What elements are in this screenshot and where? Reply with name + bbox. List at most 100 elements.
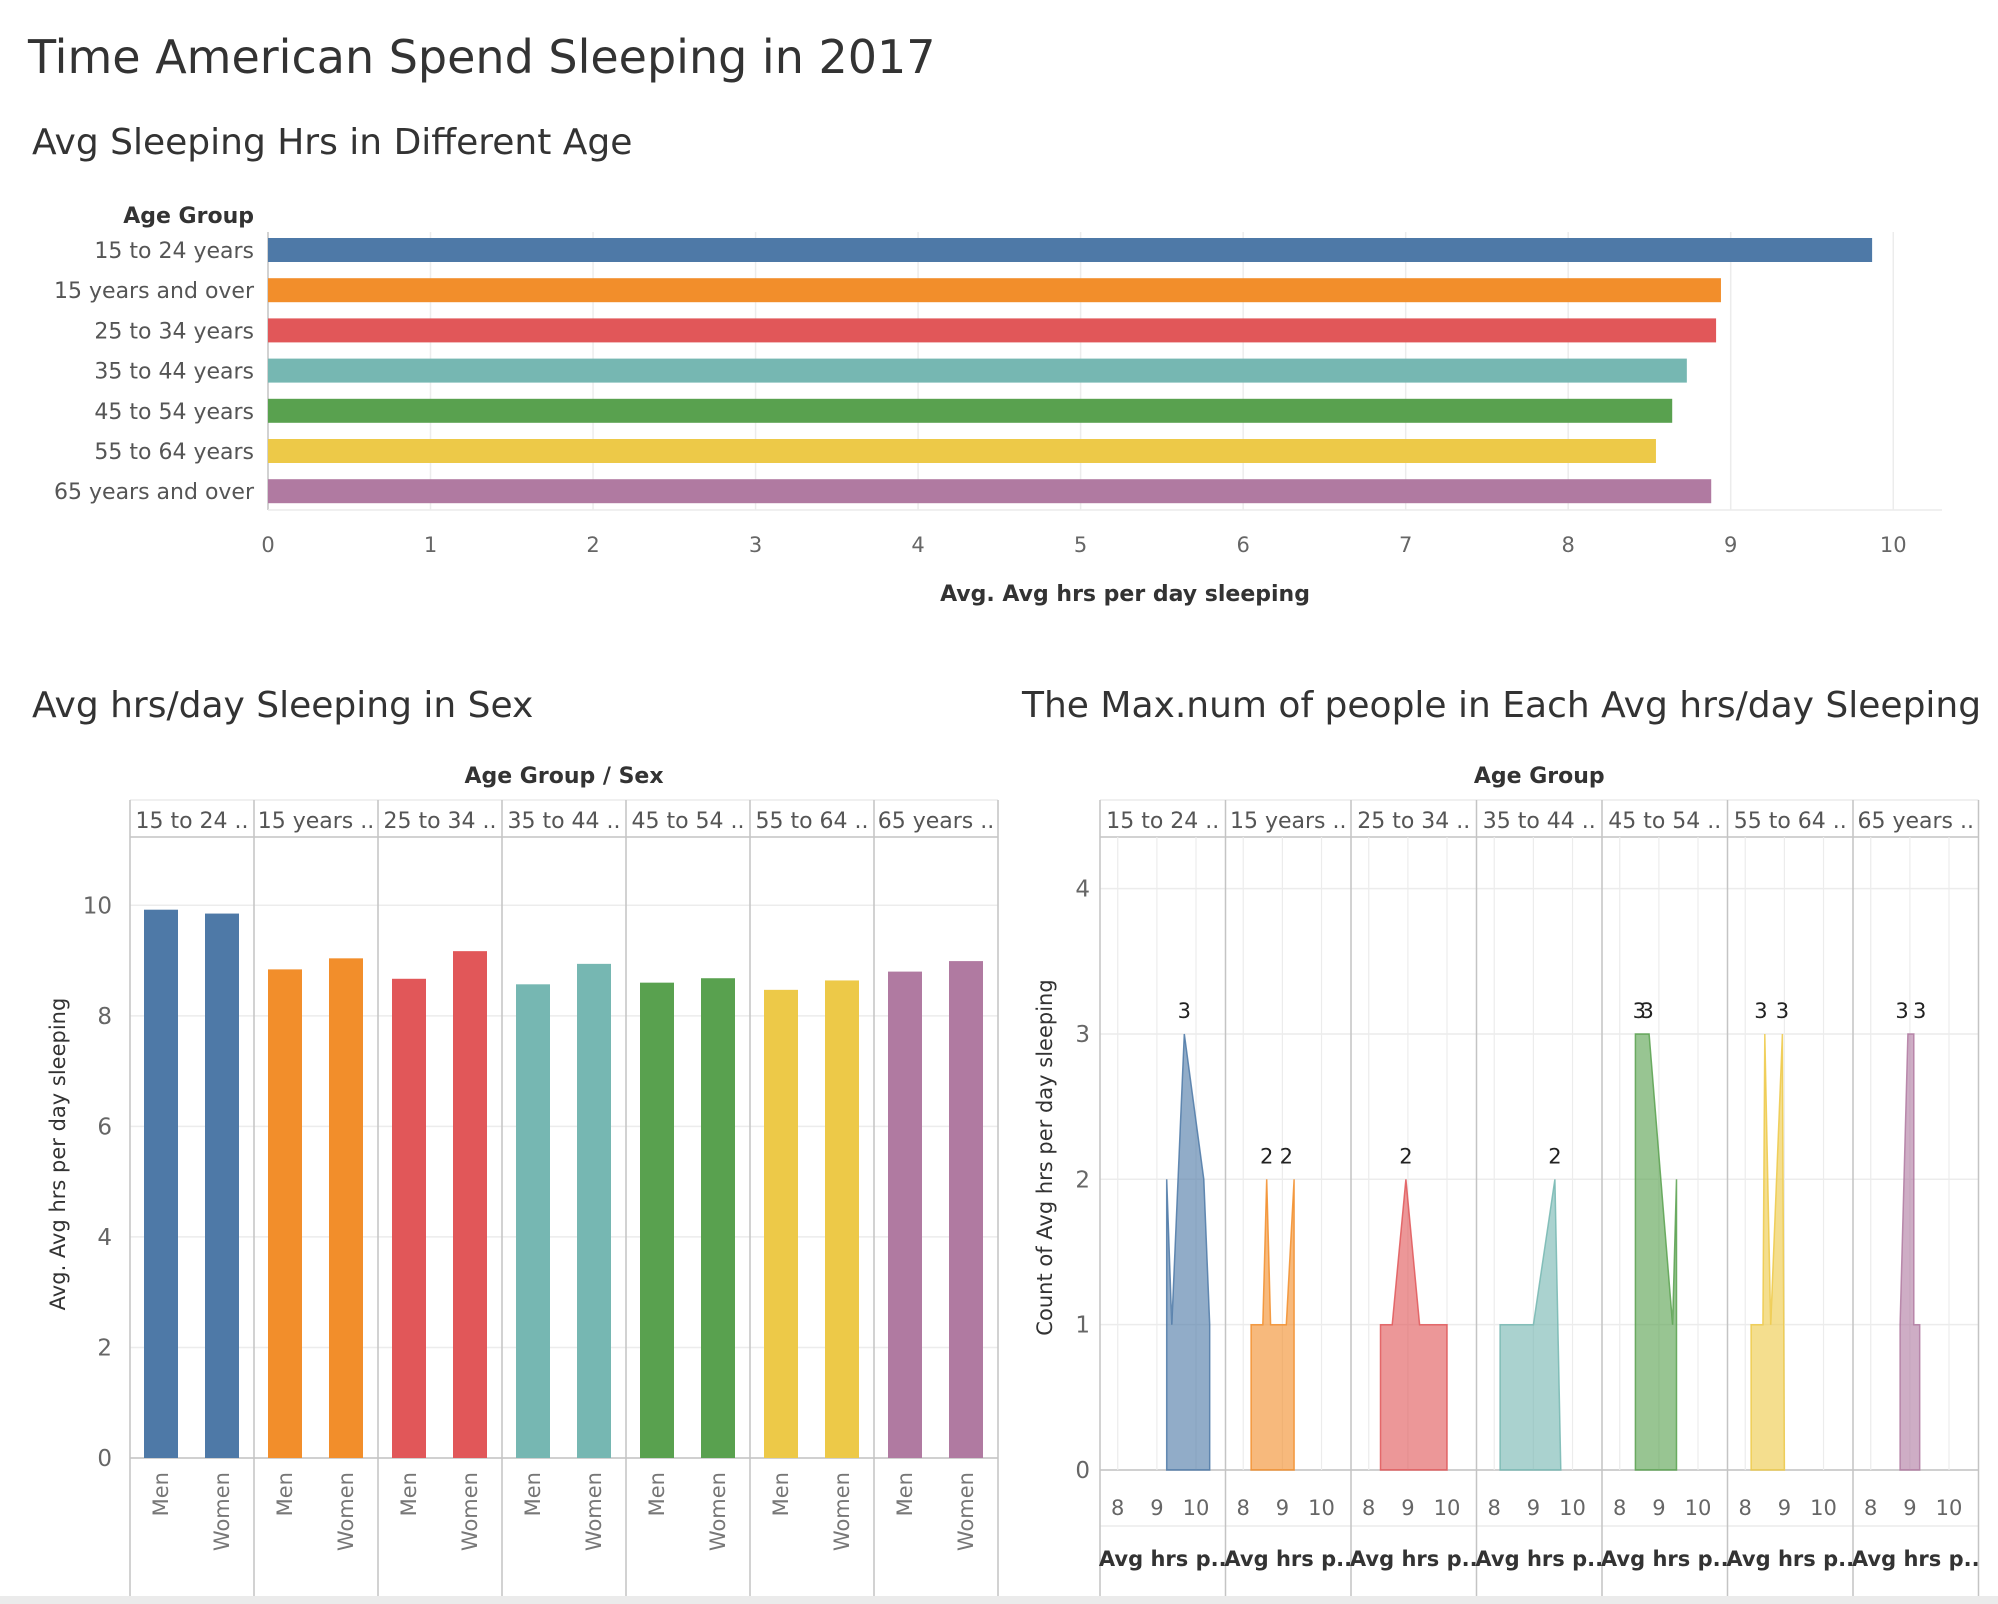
data-label: 2 (1280, 1144, 1293, 1168)
group-label: 15 to 24 .. (135, 809, 248, 834)
data-label: 3 (1895, 999, 1908, 1023)
sex-label: Women (954, 1472, 978, 1551)
bar (516, 984, 550, 1458)
data-label: 2 (1260, 1144, 1273, 1168)
x-axis-title: Avg hrs p.. (1475, 1547, 1603, 1571)
sex-label: Women (830, 1472, 854, 1551)
x-axis-title: Avg hrs p.. (1224, 1547, 1352, 1571)
x-tick-label: 9 (1652, 1496, 1665, 1520)
bottom-strip (0, 1596, 1998, 1604)
x-tick-label: 9 (1276, 1496, 1289, 1520)
x-tick-label: 10 (1183, 1496, 1210, 1520)
y-tick-label: 0 (97, 1446, 112, 1472)
group-label: 55 to 64 .. (1734, 809, 1847, 834)
area-mark (1750, 1033, 1786, 1471)
sex-label: Men (397, 1472, 421, 1516)
bar (268, 439, 1656, 463)
x-tick-label: 2 (586, 533, 599, 557)
bar (888, 971, 922, 1458)
group-label: 45 to 54 .. (631, 809, 744, 834)
bar (268, 358, 1687, 383)
x-tick-label: 3 (749, 533, 762, 557)
x-tick-label: 8 (1237, 1496, 1250, 1520)
x-tick-label: 10 (1559, 1496, 1586, 1520)
x-tick-label: 4 (911, 533, 924, 557)
x-tick-label: 8 (1562, 533, 1575, 557)
y-axis-title: Avg. Avg hrs per day sleeping (46, 998, 70, 1311)
y-tick-label: 6 (97, 1114, 112, 1140)
data-label: 3 (1178, 999, 1191, 1023)
y-axis-title: Count of Avg hrs per day sleeping (1033, 979, 1057, 1335)
x-axis-title: Avg hrs p.. (1601, 1547, 1729, 1571)
dashboard-title: Time American Spend Sleeping in 2017 (28, 30, 936, 84)
data-label: 2 (1399, 1144, 1412, 1168)
sex-label: Women (334, 1472, 358, 1551)
bar (701, 978, 735, 1458)
sex-label: Women (458, 1472, 482, 1551)
x-tick-label: 8 (1488, 1496, 1501, 1520)
x-tick-label: 8 (1739, 1496, 1752, 1520)
x-tick-label: 10 (1880, 533, 1907, 557)
x-tick-label: 10 (1434, 1496, 1461, 1520)
data-label: 3 (1913, 999, 1926, 1023)
sex-chart-title: Avg hrs/day Sleeping in Sex (32, 685, 534, 726)
bar (144, 909, 178, 1458)
age-chart-title: Avg Sleeping Hrs in Different Age (32, 122, 633, 163)
y-tick-label: 2 (97, 1335, 112, 1361)
data-label: 2 (1548, 1144, 1561, 1168)
y-tick-label: 4 (1075, 877, 1090, 903)
x-axis-title: Avg hrs p.. (1350, 1547, 1478, 1571)
category-label: 65 years and over (54, 480, 255, 505)
bar (268, 278, 1721, 303)
x-tick-label: 9 (1724, 533, 1737, 557)
x-tick-label: 9 (1903, 1496, 1916, 1520)
group-label: 65 years .. (878, 809, 995, 834)
data-label: 3 (1633, 999, 1646, 1023)
bar (268, 969, 302, 1458)
bar (764, 989, 798, 1458)
sex-label: Women (582, 1472, 606, 1551)
y-tick-label: 8 (97, 1004, 112, 1030)
area-mark (1250, 1179, 1295, 1471)
sex-label: Men (645, 1472, 669, 1516)
x-tick-label: 9 (1527, 1496, 1540, 1520)
group-label: 55 to 64 .. (755, 809, 868, 834)
area-mark (1165, 1033, 1211, 1471)
x-tick-label: 8 (1362, 1496, 1375, 1520)
y-tick-label: 0 (1075, 1458, 1090, 1484)
sex-label: Men (769, 1472, 793, 1516)
x-tick-label: 9 (1778, 1496, 1791, 1520)
group-label: 15 years .. (1230, 809, 1347, 834)
group-label: 35 to 44 .. (1483, 809, 1596, 834)
sex-label: Men (149, 1472, 173, 1516)
bar (205, 913, 239, 1458)
column-header: Age Group (1474, 764, 1605, 789)
x-tick-label: 8 (1613, 1496, 1626, 1520)
column-header: Age Group / Sex (464, 764, 663, 789)
x-axis-title: Avg hrs p.. (1852, 1547, 1980, 1571)
sex-label: Men (521, 1472, 545, 1516)
x-axis-title: Avg hrs p.. (1726, 1547, 1854, 1571)
category-label: 15 years and over (54, 279, 255, 304)
data-label: 3 (1754, 999, 1767, 1023)
category-label: 55 to 64 years (94, 440, 254, 465)
x-tick-label: 8 (1864, 1496, 1877, 1520)
row-header: Age Group (123, 204, 254, 229)
category-label: 35 to 44 years (94, 360, 254, 385)
bar (392, 978, 426, 1458)
x-tick-label: 9 (1401, 1496, 1414, 1520)
bar (825, 980, 859, 1458)
x-tick-label: 8 (1111, 1496, 1124, 1520)
bar (268, 398, 1673, 423)
y-tick-label: 10 (83, 893, 112, 919)
data-label: 3 (1640, 999, 1653, 1023)
area-mark (1634, 1033, 1678, 1471)
sex-label: Men (273, 1472, 297, 1516)
group-label: 45 to 54 .. (1608, 809, 1721, 834)
group-label: 25 to 34 .. (383, 809, 496, 834)
data-label: 3 (1776, 999, 1789, 1023)
bar (329, 958, 363, 1458)
y-tick-label: 4 (97, 1225, 112, 1251)
y-tick-label: 1 (1075, 1313, 1090, 1339)
